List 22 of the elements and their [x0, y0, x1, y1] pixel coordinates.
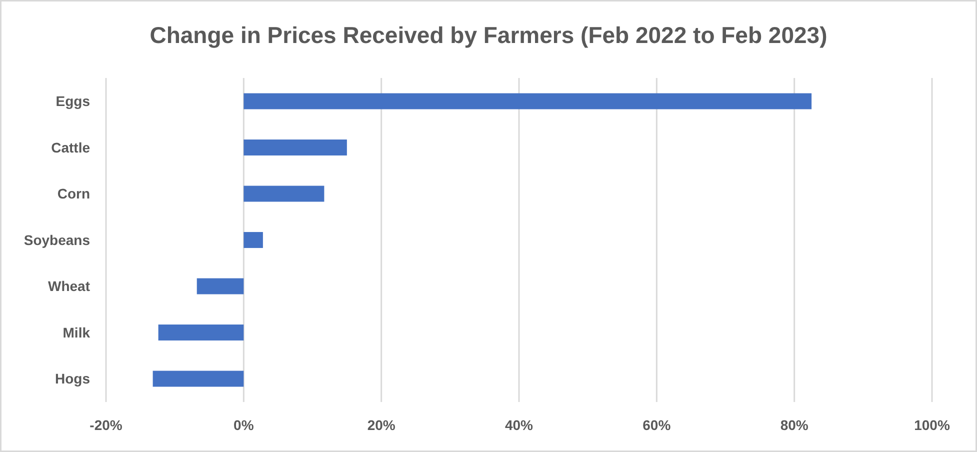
- bar: [158, 324, 244, 340]
- x-tick-label: 20%: [367, 417, 396, 433]
- x-tick-label: 40%: [504, 417, 534, 433]
- bar: [152, 370, 244, 387]
- y-tick-label: Soybeans: [24, 232, 90, 248]
- x-tick-label: -20%: [90, 417, 123, 433]
- y-tick-label: Hogs: [55, 370, 90, 387]
- bar: [244, 93, 812, 110]
- y-tick-label: Eggs: [56, 93, 90, 110]
- x-tick-label: 100%: [914, 417, 950, 433]
- x-tick-label: 60%: [642, 417, 672, 433]
- bar: [244, 140, 347, 156]
- bar: [196, 278, 244, 294]
- bar: [244, 186, 324, 202]
- y-tick-label: Wheat: [48, 278, 90, 294]
- chart-title: Change in Prices Received by Farmers (Feb 2022 to Feb 2023): [150, 22, 828, 48]
- x-tick-label: 0%: [234, 417, 254, 433]
- x-tick-label: 80%: [780, 417, 809, 433]
- y-tick-label: Cattle: [51, 139, 90, 156]
- y-tick-label: Milk: [62, 324, 90, 340]
- y-tick-label: Corn: [57, 186, 90, 202]
- bar: [244, 232, 263, 248]
